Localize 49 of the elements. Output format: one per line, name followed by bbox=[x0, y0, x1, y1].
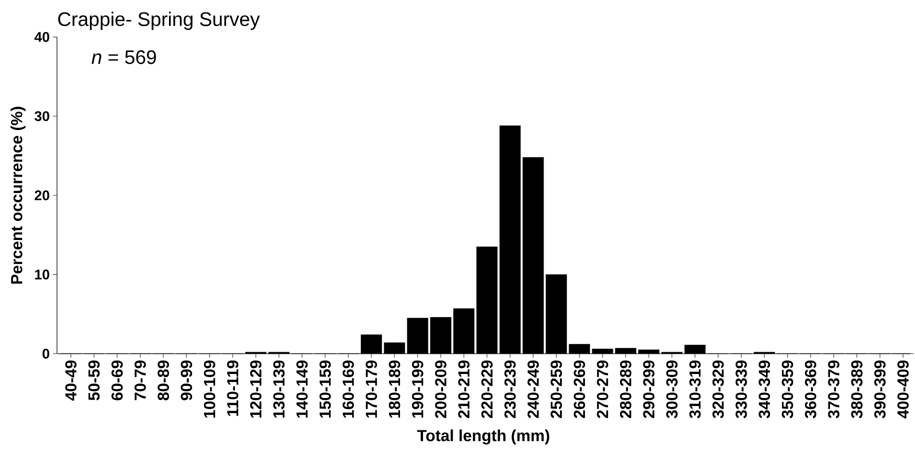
x-tick-label: 230-239 bbox=[504, 360, 516, 418]
x-tick-label: 130-139 bbox=[273, 360, 285, 418]
x-tick-label: 390-399 bbox=[874, 360, 886, 418]
x-tick-label: 370-379 bbox=[828, 360, 840, 418]
x-tick-label: 60-69 bbox=[111, 360, 123, 400]
x-tick-label: 400-409 bbox=[897, 360, 909, 418]
x-tick-label: 150-159 bbox=[320, 360, 331, 418]
x-tick-label: 210-219 bbox=[458, 360, 470, 418]
x-tick-label: 220-229 bbox=[481, 360, 493, 418]
x-tick-label: 180-189 bbox=[388, 360, 400, 418]
x-tick-label: 260-269 bbox=[574, 360, 586, 418]
x-tick-label: 120-129 bbox=[250, 360, 262, 418]
y-tick-label: 10 bbox=[35, 270, 50, 280]
x-tick-label: 70-79 bbox=[134, 360, 146, 400]
x-tick-label: 320-329 bbox=[712, 360, 724, 418]
x-tick-label: 50-59 bbox=[88, 360, 100, 400]
x-tick-label: 380-389 bbox=[851, 360, 862, 418]
y-tick-label: 30 bbox=[34, 111, 50, 122]
x-tick-label: 40-49 bbox=[65, 360, 77, 401]
x-tick-label: 330-339 bbox=[736, 360, 747, 418]
x-tick-label: 290-299 bbox=[643, 360, 654, 418]
x-tick-label: 350-359 bbox=[782, 360, 794, 418]
x-tick-label: 110-119 bbox=[227, 360, 238, 416]
x-tick-label: 90-99 bbox=[180, 360, 192, 400]
x-axis-title: Total length (mm) bbox=[417, 429, 550, 444]
bar bbox=[384, 342, 406, 354]
x-tick-label: 240-249 bbox=[528, 360, 539, 418]
x-tick-label: 170-179 bbox=[366, 360, 378, 418]
x-tick-label: 80-89 bbox=[158, 360, 170, 400]
x-tick-label: 200-209 bbox=[435, 360, 446, 418]
x-tick-label: 300-309 bbox=[666, 360, 678, 418]
y-tick-label: 40 bbox=[34, 32, 50, 42]
x-tick-label: 270-279 bbox=[596, 360, 608, 418]
x-tick-label: 340-349 bbox=[758, 360, 770, 418]
x-tick-label: 280-289 bbox=[620, 360, 632, 418]
chart-title: Crappie- Spring Survey bbox=[58, 12, 260, 30]
x-tick-label: 160-169 bbox=[342, 360, 354, 418]
y-tick-label: 20 bbox=[34, 190, 50, 200]
y-axis-title: Percent occurrence (%) bbox=[10, 106, 26, 284]
x-tick-label: 250-259 bbox=[550, 360, 562, 418]
x-tick-label: 310-319 bbox=[689, 360, 701, 418]
y-tick-label: 0 bbox=[42, 348, 50, 359]
x-tick-label: 100-109 bbox=[204, 360, 216, 418]
annotation: n = 569 bbox=[92, 50, 156, 64]
x-tick-label: 360-369 bbox=[804, 360, 816, 418]
bar bbox=[684, 344, 706, 354]
x-tick-label: 140-149 bbox=[296, 360, 308, 418]
bar bbox=[360, 334, 382, 354]
x-tick-label: 190-199 bbox=[412, 360, 424, 418]
